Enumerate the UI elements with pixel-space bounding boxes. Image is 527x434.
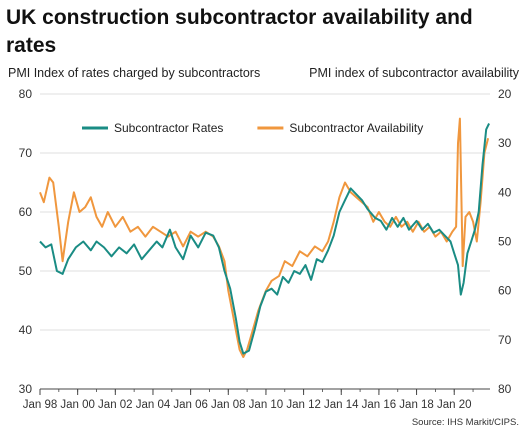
right-tick-label: 30: [498, 136, 512, 150]
series-lines: [39, 117, 490, 358]
x-tick-label: Jan 20: [437, 399, 472, 411]
legend-label: Subcontractor Rates: [114, 121, 223, 135]
left-tick-label: 30: [19, 382, 33, 396]
gridlines: [40, 93, 490, 390]
right-axis-title: PMI index of subcontractor availability: [309, 66, 519, 80]
x-tick-label: Jan 08: [211, 399, 246, 411]
x-tick-label: Jan 14: [324, 399, 359, 411]
right-tick-label: 20: [498, 87, 512, 101]
right-tick-label: 50: [498, 235, 512, 249]
series-line-subcontractor-rates: [39, 123, 490, 355]
left-tick-label: 40: [19, 323, 33, 337]
legend-label: Subcontractor Availability: [289, 121, 423, 135]
left-axis-title: PMI Index of rates charged by subcontrac…: [8, 66, 261, 80]
left-tick-label: 70: [19, 146, 33, 160]
right-tick-label: 80: [498, 382, 512, 396]
x-tick-label: Jan 02: [98, 399, 133, 411]
right-axis-ticks: 20 30 40 50 60 70 80: [498, 87, 512, 396]
left-tick-label: 80: [19, 87, 33, 101]
x-tick-label: Jan 98: [23, 399, 58, 411]
left-tick-label: 60: [19, 205, 33, 219]
left-axis-ticks: 30 40 50 60 70 80: [19, 87, 33, 396]
series-line-subcontractor-availability: [39, 117, 490, 358]
x-tick-label: Jan 10: [249, 399, 284, 411]
x-tick-label: Jan 12: [286, 399, 321, 411]
x-tick-label: Jan 00: [60, 399, 95, 411]
right-tick-label: 70: [498, 333, 512, 347]
x-tick-label: Jan 18: [399, 399, 434, 411]
x-tick-label: Jan 06: [173, 399, 208, 411]
source-note: Source: IHS Markit/CIPS.: [411, 417, 519, 428]
x-tick-label: Jan 16: [362, 399, 397, 411]
right-tick-label: 40: [498, 185, 512, 199]
left-tick-label: 50: [19, 264, 33, 278]
right-tick-label: 60: [498, 284, 512, 298]
legend: Subcontractor Rates Subcontractor Availab…: [82, 121, 423, 135]
chart-title: UK construction subcontractor availabili…: [6, 6, 473, 57]
x-axis: Jan 98 Jan 00 Jan 02 Jan 04 Jan 06 Jan 08 Jan …: [23, 389, 474, 411]
x-tick-label: Jan 04: [136, 399, 171, 411]
